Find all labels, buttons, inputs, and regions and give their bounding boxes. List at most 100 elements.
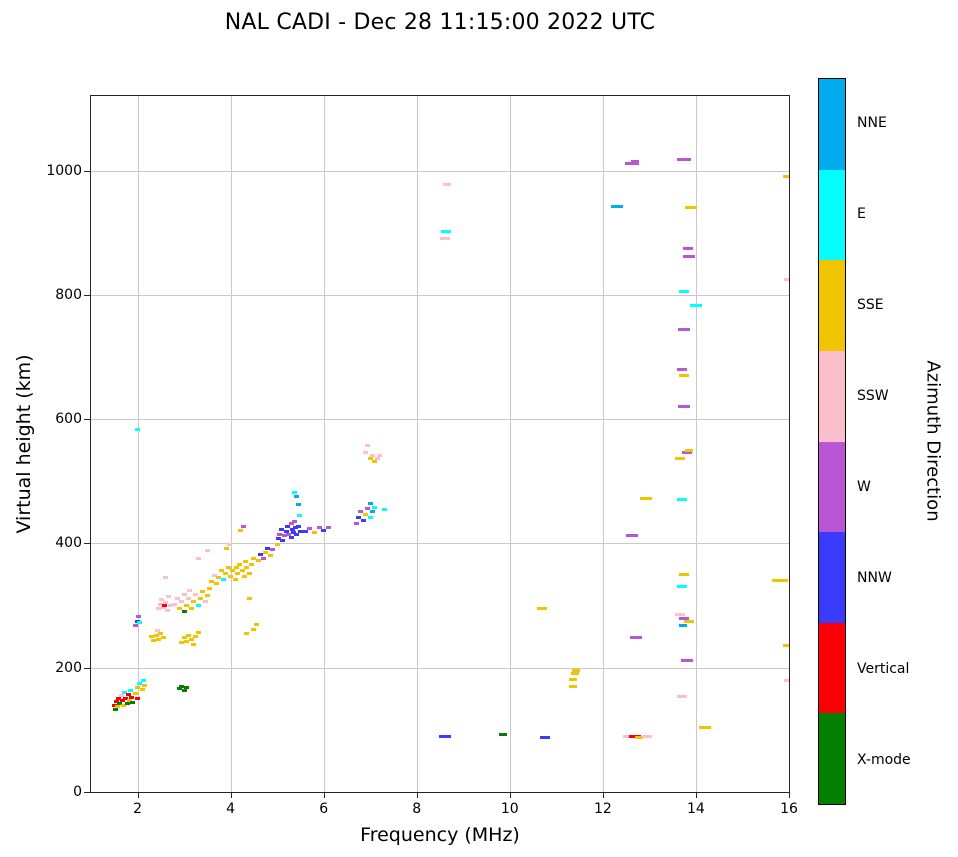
data-point xyxy=(123,697,129,701)
chart-title: NAL CADI - Dec 28 11:15:00 2022 UTC xyxy=(224,10,656,35)
colorbar-label: NNE xyxy=(857,115,887,132)
data-point xyxy=(296,513,302,517)
data-point xyxy=(218,569,224,573)
data-point xyxy=(784,678,789,682)
data-point xyxy=(684,449,693,453)
data-point xyxy=(238,528,244,532)
data-point xyxy=(253,622,259,626)
x-tick xyxy=(323,793,325,798)
data-point xyxy=(186,633,192,637)
plot-area xyxy=(90,95,790,793)
data-point xyxy=(784,277,789,281)
data-point xyxy=(280,538,286,542)
data-point xyxy=(294,495,300,499)
data-point xyxy=(360,518,366,522)
data-point xyxy=(635,735,644,739)
data-point xyxy=(676,498,687,502)
data-point xyxy=(537,607,548,611)
data-point xyxy=(188,606,194,610)
data-point xyxy=(676,695,687,699)
data-point xyxy=(179,684,185,688)
y-tick xyxy=(84,667,90,669)
data-point xyxy=(377,453,382,457)
data-point xyxy=(289,528,295,532)
data-point xyxy=(162,600,168,604)
gridline-y xyxy=(91,294,789,296)
data-point xyxy=(226,543,232,547)
data-point xyxy=(316,525,322,529)
data-point xyxy=(125,692,131,696)
data-point xyxy=(181,610,187,614)
data-point xyxy=(235,571,241,575)
y-tick xyxy=(84,170,90,172)
colorbar-segment-x-mode xyxy=(819,713,845,804)
data-point xyxy=(258,553,264,557)
y-tick-label: 200 xyxy=(55,659,82,676)
x-tick xyxy=(230,793,232,798)
x-tick xyxy=(137,793,139,798)
data-point xyxy=(642,735,653,739)
colorbar-segment-sse xyxy=(819,260,845,351)
data-point xyxy=(126,698,132,702)
data-point xyxy=(356,515,362,519)
data-point xyxy=(367,501,373,505)
data-point xyxy=(630,159,639,163)
data-point xyxy=(162,604,168,608)
data-point xyxy=(114,700,120,704)
data-point xyxy=(132,623,138,627)
data-point xyxy=(265,546,271,550)
gridline-y xyxy=(91,170,789,172)
gridline-x xyxy=(509,96,511,792)
data-point xyxy=(155,637,161,641)
data-point xyxy=(674,456,685,460)
data-point xyxy=(372,505,378,509)
data-point xyxy=(207,586,213,590)
data-point xyxy=(771,579,788,583)
data-point xyxy=(179,641,185,645)
data-point xyxy=(172,602,178,606)
gridline-x xyxy=(789,96,790,792)
colorbar-segment-nne xyxy=(819,79,845,170)
colorbar-labels: NNE E SSE SSW W NNW Vertical X-mode xyxy=(857,78,947,805)
data-point xyxy=(130,701,136,704)
data-point xyxy=(188,638,194,642)
data-point xyxy=(286,532,292,536)
data-point xyxy=(367,456,373,460)
data-point xyxy=(111,703,117,707)
gridline-x xyxy=(230,96,232,792)
gridline-x xyxy=(602,96,604,792)
data-point xyxy=(122,691,127,695)
data-point xyxy=(246,572,252,576)
data-point xyxy=(295,524,301,528)
data-point xyxy=(325,526,331,530)
data-point xyxy=(115,704,121,708)
data-point xyxy=(233,565,239,569)
data-point xyxy=(186,596,192,600)
data-point xyxy=(148,635,154,639)
data-point xyxy=(139,687,145,691)
gridline-x xyxy=(137,96,139,792)
data-point xyxy=(498,732,507,736)
data-point xyxy=(679,290,690,294)
gridline-y xyxy=(91,667,789,669)
data-point xyxy=(244,632,250,636)
y-tick xyxy=(84,294,90,296)
x-tick-label: 2 xyxy=(133,801,142,817)
colorbar-segment-e xyxy=(819,169,845,261)
data-point xyxy=(228,574,234,578)
colorbar-label: SSE xyxy=(857,297,884,314)
data-point xyxy=(155,607,161,611)
data-point xyxy=(256,559,262,563)
data-point xyxy=(116,697,122,701)
data-point xyxy=(294,532,300,536)
data-point xyxy=(142,683,147,687)
data-point xyxy=(158,602,164,606)
y-tick-label: 1000 xyxy=(46,162,82,179)
data-point xyxy=(676,585,687,589)
data-point xyxy=(165,594,171,598)
data-point xyxy=(311,530,317,534)
data-point xyxy=(132,692,138,696)
data-point xyxy=(568,678,577,682)
data-point xyxy=(281,534,287,538)
